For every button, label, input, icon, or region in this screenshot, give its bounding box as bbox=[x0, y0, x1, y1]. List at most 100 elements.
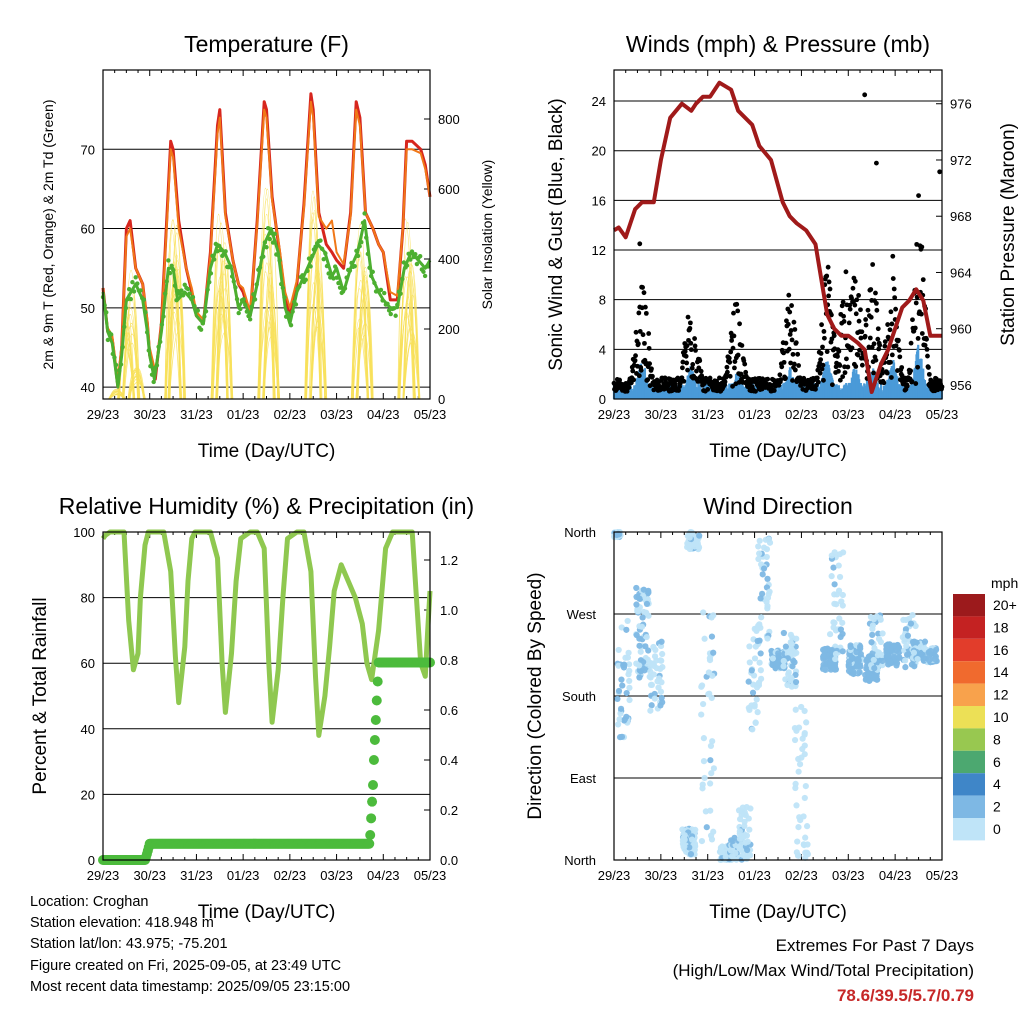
gust-point bbox=[824, 273, 830, 279]
direction-point bbox=[791, 736, 799, 744]
direction-point bbox=[755, 543, 762, 550]
dewpoint-point bbox=[117, 368, 122, 373]
gust-point bbox=[863, 317, 869, 322]
direction-point bbox=[871, 665, 878, 672]
dewpoint-point bbox=[164, 279, 169, 284]
gust-point bbox=[789, 303, 794, 308]
dewpoint-point bbox=[300, 273, 305, 278]
dewpoint-point bbox=[143, 310, 148, 315]
dewpoint-point bbox=[367, 265, 372, 270]
direction-point bbox=[792, 784, 799, 792]
gust-point bbox=[726, 355, 732, 361]
dewpoint-point bbox=[280, 285, 286, 291]
direction-point bbox=[773, 660, 780, 667]
gust-point bbox=[821, 377, 826, 383]
dewpoint-point bbox=[112, 355, 117, 360]
direction-point bbox=[795, 768, 802, 775]
gust-point bbox=[856, 318, 862, 324]
y-axis-label: 2m & 9m T (Red, Orange) & 2m Td (Green) bbox=[40, 100, 56, 370]
gust-point bbox=[840, 299, 846, 305]
dewpoint-point bbox=[159, 322, 165, 327]
legend-label: 12 bbox=[993, 687, 1009, 703]
dewpoint-point bbox=[349, 260, 354, 266]
x-tick-label: 30/23 bbox=[133, 407, 166, 422]
dewpoint-point bbox=[252, 297, 258, 302]
gust-point bbox=[637, 329, 643, 334]
insolation-trace bbox=[122, 333, 140, 400]
direction-point bbox=[875, 630, 882, 637]
y-tick-label: 70 bbox=[81, 142, 95, 157]
direction-point bbox=[792, 706, 799, 713]
recent-text: Most recent data timestamp: 2025/09/05 2… bbox=[30, 978, 351, 995]
gust-point bbox=[826, 279, 832, 285]
gust-point bbox=[888, 359, 893, 365]
gust-point bbox=[815, 379, 821, 385]
direction-point bbox=[832, 655, 839, 663]
dewpoint-point bbox=[231, 279, 236, 284]
direction-point bbox=[636, 642, 643, 649]
direction-point bbox=[801, 707, 808, 715]
insolation-trace bbox=[169, 269, 186, 400]
x-tick-label: 31/23 bbox=[691, 868, 724, 883]
gust-point bbox=[636, 373, 642, 379]
direction-point bbox=[623, 689, 630, 697]
x-tick-label: 04/23 bbox=[367, 868, 400, 883]
direction-point bbox=[753, 696, 760, 703]
dewpoint-point bbox=[393, 313, 398, 318]
direction-point bbox=[698, 683, 705, 690]
direction-point bbox=[736, 835, 744, 842]
dewpoint-point bbox=[254, 282, 259, 287]
gust-point bbox=[640, 285, 645, 290]
gust-point bbox=[887, 327, 893, 333]
direction-point bbox=[648, 702, 655, 709]
gust-point bbox=[753, 388, 758, 394]
direction-point bbox=[695, 543, 702, 550]
legend-swatch bbox=[953, 750, 985, 774]
direction-point bbox=[912, 622, 919, 630]
legend-swatch bbox=[953, 818, 985, 841]
gust-point bbox=[859, 362, 865, 368]
dewpoint-point bbox=[398, 291, 403, 296]
legend-label: 20+ bbox=[993, 597, 1017, 613]
direction-point bbox=[637, 648, 644, 655]
direction-point bbox=[831, 600, 838, 607]
gust-point bbox=[908, 340, 914, 346]
plot-frame bbox=[102, 69, 431, 400]
direction-point bbox=[754, 709, 761, 716]
dewpoint-point bbox=[277, 258, 282, 263]
gust-point bbox=[873, 357, 879, 363]
direction-point bbox=[780, 663, 787, 670]
gust-point bbox=[849, 345, 855, 351]
dewpoint-point bbox=[323, 251, 328, 256]
gust-point bbox=[738, 371, 744, 377]
gust-point bbox=[918, 311, 924, 317]
y-tick-label: 4 bbox=[599, 342, 606, 357]
y2-tick-label: 0.6 bbox=[440, 703, 458, 718]
rain-point bbox=[371, 695, 382, 706]
direction-point bbox=[741, 833, 748, 840]
dewpoint-point bbox=[401, 260, 407, 265]
dewpoint-point bbox=[158, 339, 163, 345]
direction-point bbox=[657, 665, 664, 672]
insolation-trace bbox=[212, 222, 229, 400]
gust-point bbox=[926, 371, 932, 377]
dewpoint-point bbox=[198, 327, 204, 332]
gust-point bbox=[856, 293, 861, 298]
dewpoint-point bbox=[105, 337, 111, 343]
direction-point bbox=[640, 658, 647, 666]
x-tick-label: 30/23 bbox=[645, 868, 678, 883]
gust-point bbox=[730, 383, 735, 389]
dewpoint-point bbox=[131, 289, 137, 294]
direction-point bbox=[751, 655, 759, 662]
direction-point bbox=[890, 653, 898, 660]
dewpoint-point bbox=[144, 330, 150, 335]
direction-point bbox=[820, 652, 827, 659]
chart-title: Winds (mph) & Pressure (mb) bbox=[626, 31, 930, 57]
gust-point bbox=[819, 322, 824, 328]
gust-point bbox=[631, 377, 637, 383]
gust-point bbox=[820, 362, 826, 368]
gust-point bbox=[882, 339, 888, 345]
direction-point bbox=[659, 650, 666, 658]
x-tick-label: 02/23 bbox=[785, 407, 818, 422]
direction-point bbox=[710, 765, 718, 772]
